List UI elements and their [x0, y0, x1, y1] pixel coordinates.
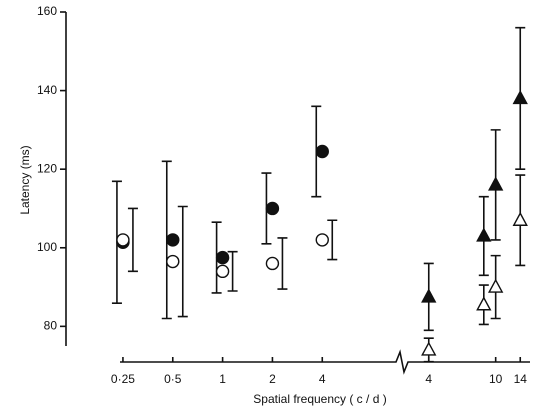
x-tick-label: 0·25: [111, 372, 135, 386]
marker: [315, 144, 329, 159]
marker: [487, 176, 504, 191]
marker: [512, 89, 528, 105]
x-tick-label: 4: [425, 372, 432, 386]
error-bar: [227, 250, 238, 292]
marker: [487, 278, 504, 293]
y-tick-label: 140: [37, 83, 57, 97]
marker: [215, 250, 230, 265]
error-bar: [327, 219, 338, 261]
error-bar: [177, 205, 188, 318]
x-axis-break: [120, 349, 530, 375]
error-bar: [127, 207, 138, 273]
y-tick-label: 80: [44, 319, 58, 333]
x-axis-label: Spatial frequency ( c / d ): [253, 392, 386, 406]
y-tick-label: 100: [37, 240, 57, 254]
x-tick-label: 2: [269, 372, 276, 386]
x-tick-label: 1: [219, 372, 226, 386]
marker: [421, 288, 437, 303]
marker: [116, 233, 130, 247]
error-bar: [277, 237, 288, 290]
x-tick-label: 10: [489, 372, 503, 386]
x-tick-label: 14: [514, 372, 528, 386]
marker: [476, 227, 492, 242]
marker: [315, 233, 329, 247]
y-tick-label: 160: [37, 4, 57, 18]
marker: [166, 233, 180, 247]
marker: [215, 264, 230, 279]
marker: [265, 256, 280, 271]
marker: [512, 211, 528, 226]
x-tick-label: 4: [319, 372, 326, 386]
marker: [421, 341, 437, 356]
marker: [265, 201, 280, 216]
x-tick-label: 0·5: [164, 372, 182, 386]
marker: [166, 254, 180, 269]
y-tick-label: 120: [37, 161, 57, 175]
marker: [476, 296, 492, 311]
y-axis-label: Latency (ms): [18, 145, 32, 214]
